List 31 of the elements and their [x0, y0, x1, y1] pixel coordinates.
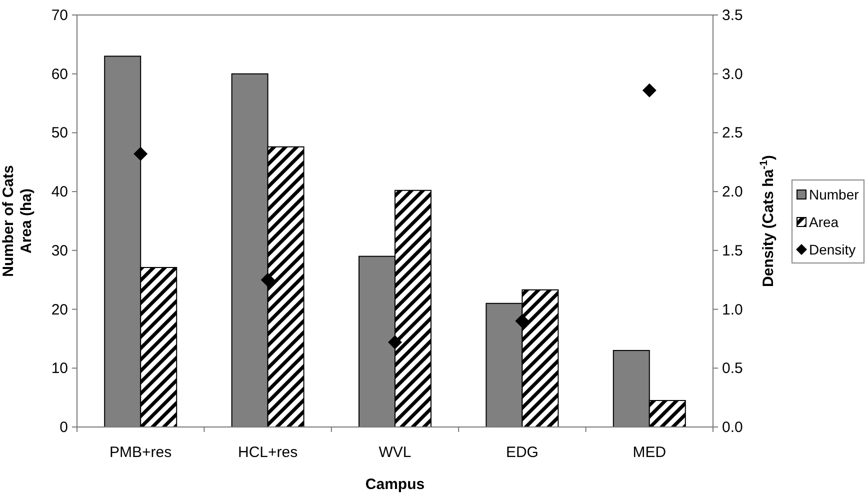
- x-tick-label: MED: [632, 444, 666, 461]
- legend-label: Area: [809, 214, 839, 230]
- point: [515, 314, 530, 328]
- x-tick-label: HCL+res: [238, 444, 298, 461]
- y-tick-label: 20: [51, 301, 68, 318]
- y2-tick-label: 3.5: [722, 7, 743, 24]
- point: [134, 146, 148, 161]
- y2-tick-label: 1.5: [722, 242, 743, 260]
- y-tick-label: 60: [51, 66, 68, 83]
- y-tick-label: 70: [51, 7, 68, 24]
- y-tick-label: 10: [51, 360, 68, 378]
- x-tick-label: WVL: [378, 444, 412, 461]
- y-tick-label: 50: [51, 124, 68, 142]
- y2-tick-label: 2.0: [722, 184, 743, 201]
- legend-label: Number: [809, 186, 860, 202]
- y2-tick-label: 0.0: [722, 419, 743, 436]
- point: [260, 272, 275, 287]
- x-axis-title: Campus: [365, 476, 425, 493]
- y-tick-label: 30: [51, 242, 68, 260]
- point: [388, 335, 402, 350]
- y2-tick-label: 0.5: [722, 360, 743, 378]
- x-tick-label: EDG: [506, 444, 538, 461]
- legend-label: Density: [809, 242, 856, 258]
- y2-tick-label: 1.0: [722, 301, 743, 318]
- y2-tick-label: 2.5: [722, 124, 743, 142]
- y-tick-label: 40: [51, 184, 68, 201]
- y-axis-title: Number of Cats Area (ha): [0, 165, 35, 277]
- point: [642, 83, 656, 98]
- y-tick-label: 0: [60, 419, 68, 436]
- x-tick-label: PMB+res: [110, 444, 172, 461]
- y2-tick-label: 3.0: [722, 66, 743, 83]
